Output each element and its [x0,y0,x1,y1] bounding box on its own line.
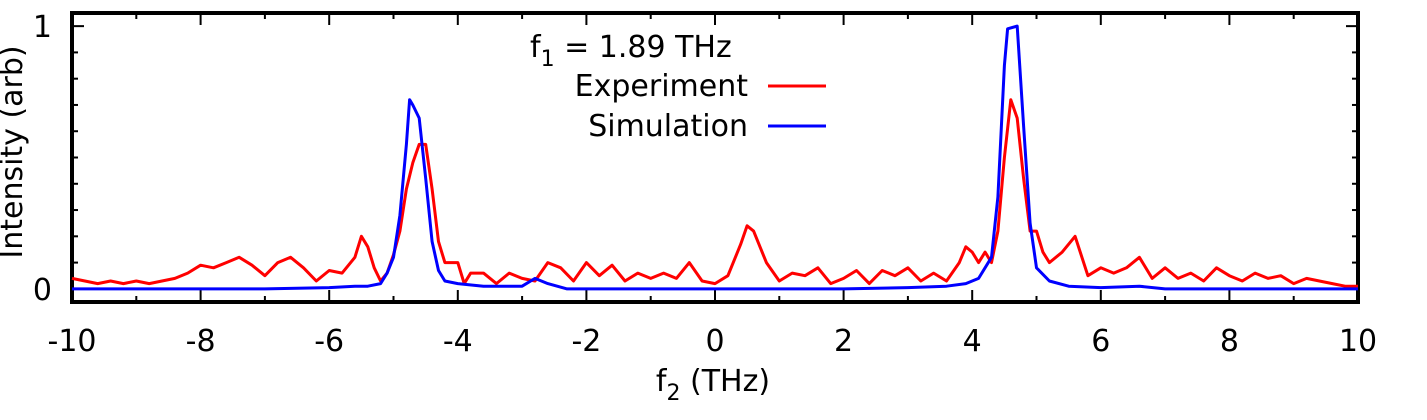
x-axis-ticks: -10 -8 -6 -4 -2 0 2 4 6 8 10 [48,13,1377,359]
x-tick-label: 4 [963,324,982,359]
y-tick-label: 1 [33,10,52,45]
x-tick-label: -8 [186,324,216,359]
series-line-experiment [71,98,1358,288]
series-layer [71,24,1358,291]
x-tick-label: 2 [834,324,853,359]
series-line-simulation [72,24,1358,291]
x-tick-label: 6 [1091,324,1110,359]
x-tick-label: 8 [1220,324,1239,359]
legend: Experiment Simulation [575,69,826,144]
y-tick-label: 0 [33,273,52,308]
x-tick-label: -6 [314,324,344,359]
x-tick-label: -10 [48,324,97,359]
x-tick-label: -4 [443,324,473,359]
legend-label-experiment: Experiment [575,69,749,104]
x-tick-label: 0 [705,324,724,359]
x-tick-label: 10 [1339,324,1377,359]
x-axis-title: f2 (THz) [656,364,770,406]
legend-label-simulation: Simulation [588,109,748,144]
annotation-f1: f1 = 1.89 THz [530,30,732,72]
x-tick-label: -2 [571,324,601,359]
y-axis-title: Intensity (arb) [0,45,30,258]
